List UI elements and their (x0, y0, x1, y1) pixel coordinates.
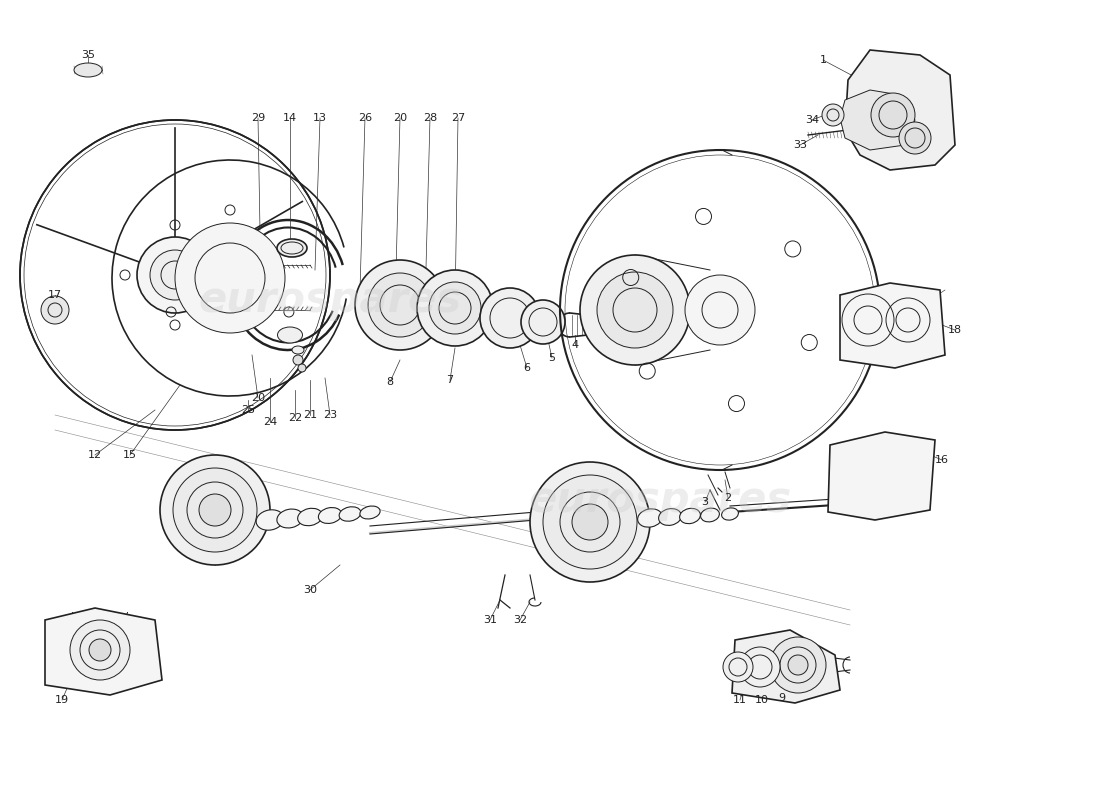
Circle shape (723, 652, 754, 682)
Ellipse shape (318, 507, 342, 523)
Text: 30: 30 (302, 585, 317, 595)
Circle shape (597, 272, 673, 348)
Ellipse shape (339, 506, 361, 522)
Circle shape (572, 504, 608, 540)
Text: 13: 13 (314, 113, 327, 123)
Ellipse shape (360, 506, 381, 519)
Ellipse shape (292, 346, 304, 354)
Text: 6: 6 (524, 363, 530, 373)
Text: 3: 3 (702, 497, 708, 507)
Ellipse shape (722, 508, 738, 520)
Circle shape (41, 296, 69, 324)
Text: 23: 23 (323, 410, 337, 420)
Text: eurospares: eurospares (198, 279, 462, 321)
Circle shape (355, 260, 446, 350)
Polygon shape (840, 90, 915, 150)
Text: 17: 17 (48, 290, 62, 300)
Text: eurospares: eurospares (528, 479, 792, 521)
Circle shape (199, 494, 231, 526)
Text: 8: 8 (386, 377, 394, 387)
Text: 19: 19 (55, 695, 69, 705)
Text: 7: 7 (447, 375, 453, 385)
Polygon shape (840, 283, 945, 368)
Text: 12: 12 (88, 450, 102, 460)
Text: 9: 9 (779, 693, 785, 703)
Text: 34: 34 (805, 115, 820, 125)
Text: 10: 10 (755, 695, 769, 705)
Ellipse shape (277, 509, 304, 528)
Circle shape (543, 475, 637, 569)
Circle shape (138, 237, 213, 313)
Ellipse shape (680, 508, 701, 524)
Text: 29: 29 (251, 113, 265, 123)
Text: 35: 35 (81, 50, 95, 60)
Circle shape (293, 355, 303, 365)
Circle shape (89, 639, 111, 661)
Circle shape (899, 122, 931, 154)
Text: 20: 20 (393, 113, 407, 123)
Text: 4: 4 (571, 340, 579, 350)
Text: 33: 33 (793, 140, 807, 150)
Text: 27: 27 (451, 113, 465, 123)
Ellipse shape (659, 509, 681, 526)
Text: 1: 1 (820, 55, 826, 65)
Text: 2: 2 (725, 493, 732, 503)
Polygon shape (828, 432, 935, 520)
Text: 20: 20 (251, 393, 265, 403)
Text: 14: 14 (283, 113, 297, 123)
Text: 24: 24 (263, 417, 277, 427)
Circle shape (429, 282, 481, 334)
Ellipse shape (701, 508, 719, 522)
Text: 18: 18 (948, 325, 962, 335)
Ellipse shape (74, 63, 102, 77)
Circle shape (175, 223, 285, 333)
Text: 28: 28 (422, 113, 437, 123)
Text: 26: 26 (358, 113, 372, 123)
Polygon shape (845, 50, 955, 170)
Ellipse shape (277, 327, 302, 343)
Circle shape (788, 655, 808, 675)
Text: 16: 16 (935, 455, 949, 465)
Circle shape (417, 270, 493, 346)
Text: 5: 5 (549, 353, 556, 363)
Circle shape (770, 637, 826, 693)
Circle shape (173, 468, 257, 552)
Text: 31: 31 (483, 615, 497, 625)
Text: 32: 32 (513, 615, 527, 625)
Circle shape (580, 255, 690, 365)
Circle shape (368, 273, 432, 337)
Circle shape (160, 455, 270, 565)
Text: 11: 11 (733, 695, 747, 705)
Ellipse shape (277, 239, 307, 257)
Ellipse shape (256, 510, 284, 530)
Circle shape (521, 300, 565, 344)
Text: 22: 22 (288, 413, 302, 423)
Circle shape (480, 288, 540, 348)
Circle shape (685, 275, 755, 345)
Polygon shape (732, 630, 840, 703)
Polygon shape (45, 608, 162, 695)
Text: 25: 25 (241, 405, 255, 415)
Circle shape (822, 104, 844, 126)
Text: 21: 21 (302, 410, 317, 420)
Circle shape (530, 462, 650, 582)
Ellipse shape (638, 509, 662, 527)
Circle shape (70, 620, 130, 680)
Text: 15: 15 (123, 450, 138, 460)
Circle shape (150, 250, 200, 300)
Circle shape (298, 364, 306, 372)
Circle shape (740, 647, 780, 687)
Ellipse shape (298, 508, 322, 526)
Circle shape (871, 93, 915, 137)
